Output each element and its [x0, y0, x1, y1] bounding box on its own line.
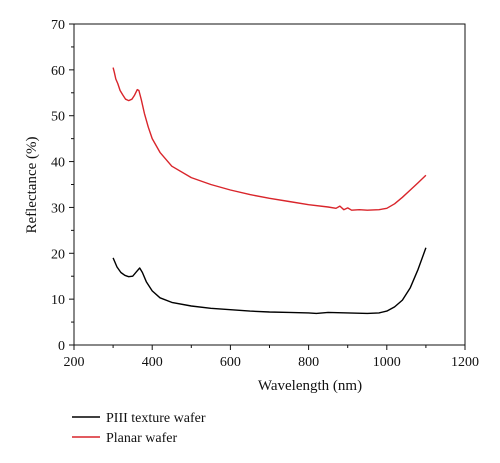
x-tick-label: 600 — [220, 355, 241, 370]
y-axis-title: Reflectance (%) — [24, 136, 40, 233]
legend-label-2: Planar wafer — [106, 431, 177, 446]
y-tick-label: 60 — [51, 64, 65, 79]
series-line-2 — [112, 67, 427, 211]
series-line-1 — [112, 247, 427, 315]
x-tick-label: 1200 — [451, 355, 479, 370]
x-tick-label: 1000 — [373, 355, 401, 370]
y-tick-label: 30 — [51, 201, 65, 216]
y-tick-label: 10 — [51, 293, 65, 308]
x-tick-label: 800 — [298, 355, 319, 370]
axes: 200 400 600 800 1000 1200 0 10 20 30 40 50 60 70 — [51, 18, 479, 370]
x-tick-label: 200 — [64, 355, 85, 370]
plot-lines — [112, 67, 427, 315]
plot-frame — [73, 23, 466, 346]
y-tick-label: 50 — [51, 110, 65, 125]
x-axis-title: Wavelength (nm) — [258, 378, 362, 394]
legend: PIII texture wafer Planar wafer — [72, 411, 206, 446]
legend-label-1: PIII texture wafer — [106, 411, 206, 426]
y-tick-label: 0 — [58, 339, 65, 354]
y-tick-label: 70 — [51, 18, 65, 33]
x-tick-label: 400 — [142, 355, 163, 370]
y-tick-label: 20 — [51, 247, 65, 262]
y-tick-label: 40 — [51, 156, 65, 171]
